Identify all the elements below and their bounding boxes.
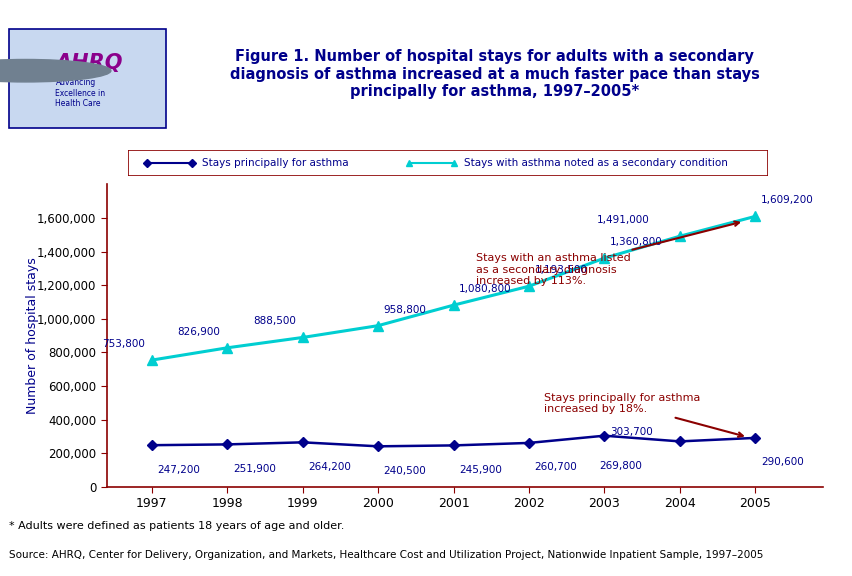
Text: 1,609,200: 1,609,200 (760, 195, 813, 205)
Text: Figure 1. Number of hospital stays for adults with a secondary
diagnosis of asth: Figure 1. Number of hospital stays for a… (229, 49, 759, 99)
Text: * Adults were defined as patients 18 years of age and older.: * Adults were defined as patients 18 yea… (9, 521, 343, 531)
Text: Source: AHRQ, Center for Delivery, Organization, and Markets, Healthcare Cost an: Source: AHRQ, Center for Delivery, Organ… (9, 550, 762, 560)
Text: Stays principally for asthma
increased by 18%.: Stays principally for asthma increased b… (544, 393, 742, 437)
Text: 260,700: 260,700 (534, 463, 577, 472)
Text: Advancing
Excellence in
Health Care: Advancing Excellence in Health Care (55, 78, 106, 108)
Text: 251,900: 251,900 (233, 464, 275, 474)
Text: Stays with an asthma listed
as a secondary diagnosis
increased by 113%.: Stays with an asthma listed as a seconda… (475, 222, 738, 286)
Y-axis label: Number of hospital stays: Number of hospital stays (26, 257, 39, 414)
Text: 303,700: 303,700 (609, 427, 652, 437)
Text: 264,200: 264,200 (308, 462, 351, 472)
Text: 1,080,800: 1,080,800 (458, 284, 511, 294)
Text: 240,500: 240,500 (383, 466, 426, 476)
Text: 1,360,800: 1,360,800 (609, 237, 662, 247)
Text: 1,193,500: 1,193,500 (534, 265, 587, 275)
Text: 269,800: 269,800 (599, 461, 642, 471)
Text: 958,800: 958,800 (383, 305, 426, 314)
Text: 888,500: 888,500 (252, 316, 296, 327)
Text: 753,800: 753,800 (102, 339, 145, 349)
Text: 245,900: 245,900 (458, 465, 502, 475)
Text: Stays principally for asthma: Stays principally for asthma (201, 158, 348, 168)
Text: 290,600: 290,600 (760, 457, 803, 467)
FancyBboxPatch shape (128, 150, 767, 176)
FancyBboxPatch shape (9, 29, 166, 128)
Text: AHRQ: AHRQ (55, 53, 123, 73)
Circle shape (0, 59, 111, 82)
Text: 1,491,000: 1,491,000 (596, 215, 648, 225)
Text: 247,200: 247,200 (158, 465, 200, 475)
Text: 826,900: 826,900 (177, 327, 220, 337)
Text: Stays with asthma noted as a secondary condition: Stays with asthma noted as a secondary c… (463, 158, 727, 168)
